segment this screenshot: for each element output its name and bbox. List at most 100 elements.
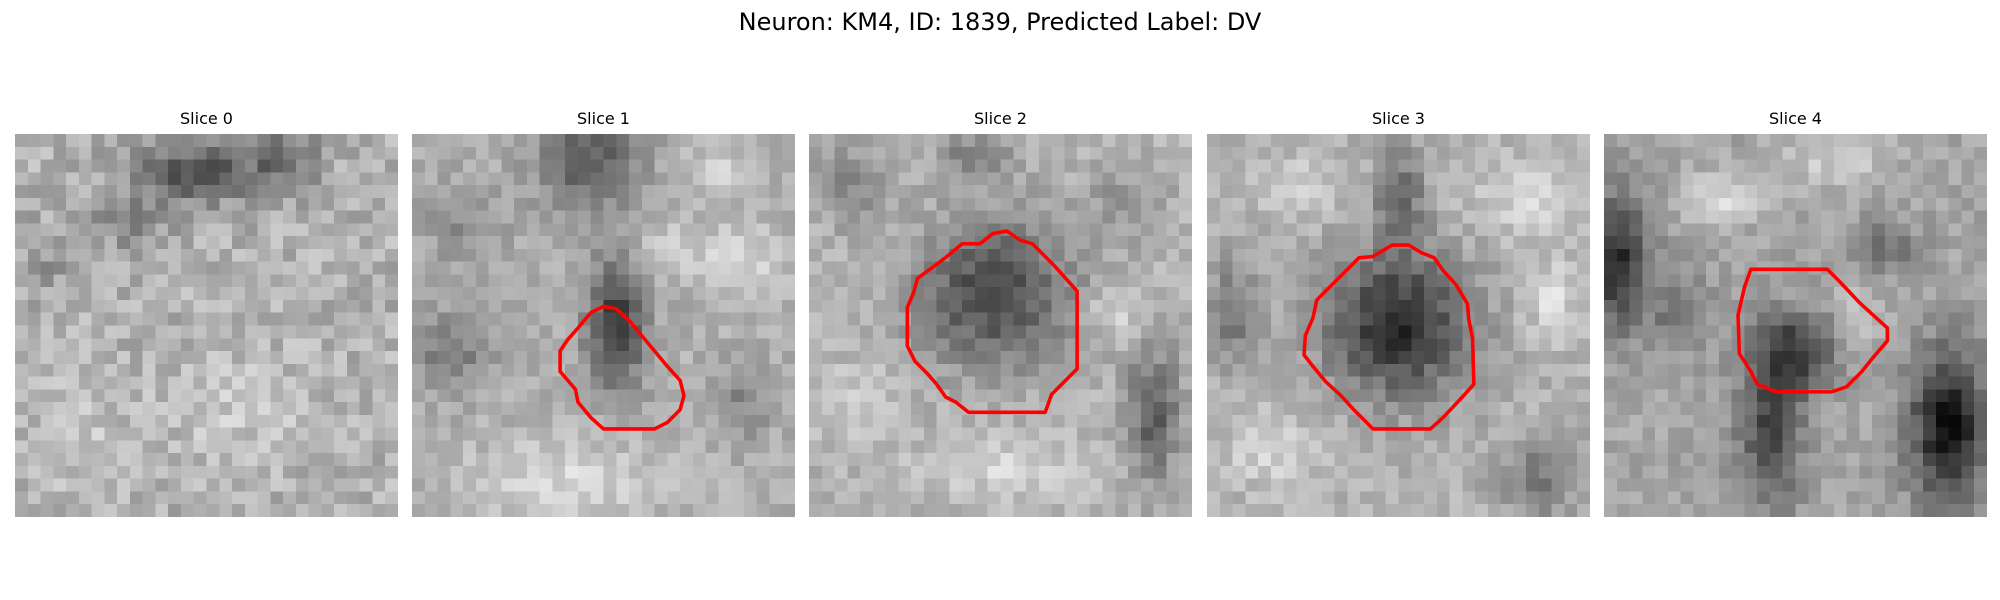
pixel — [1245, 172, 1258, 185]
pixel — [1898, 274, 1911, 287]
pixel — [1233, 326, 1246, 339]
pixel — [1539, 491, 1552, 504]
pixel — [450, 338, 463, 351]
pixel — [1604, 377, 1617, 390]
pixel — [1271, 504, 1284, 517]
pixel — [1949, 402, 1962, 415]
pixel — [540, 300, 553, 313]
pixel — [514, 440, 527, 453]
pixel — [1399, 223, 1412, 236]
pixel — [988, 274, 1001, 287]
pixel — [1693, 453, 1706, 466]
pixel — [476, 185, 489, 198]
pixel — [898, 236, 911, 249]
pixel — [1077, 402, 1090, 415]
pixel — [1462, 402, 1475, 415]
pixel — [1258, 491, 1271, 504]
pixel — [835, 300, 848, 313]
pixel — [1475, 185, 1488, 198]
pixel — [898, 389, 911, 402]
pixel — [847, 198, 860, 211]
pixel — [1013, 300, 1026, 313]
pixel — [667, 236, 680, 249]
pixel — [667, 351, 680, 364]
pixel — [527, 428, 540, 441]
pixel — [873, 249, 886, 262]
pixel — [1706, 504, 1719, 517]
pixel — [1258, 185, 1271, 198]
pixel — [1847, 262, 1860, 275]
pixel — [1847, 428, 1860, 441]
pixel — [1373, 185, 1386, 198]
pixel — [1513, 223, 1526, 236]
pixel — [1604, 428, 1617, 441]
pixel — [1373, 326, 1386, 339]
pixel — [1296, 364, 1309, 377]
pixel — [1373, 274, 1386, 287]
pixel — [809, 274, 822, 287]
pixel — [860, 466, 873, 479]
pixel — [1271, 198, 1284, 211]
pixel — [104, 185, 117, 198]
pixel — [1245, 479, 1258, 492]
pixel — [1617, 389, 1630, 402]
pixel — [1052, 326, 1065, 339]
pixel — [1961, 274, 1974, 287]
pixel — [769, 351, 782, 364]
pixel — [1284, 402, 1297, 415]
pixel — [809, 338, 822, 351]
pixel — [1808, 364, 1821, 377]
pixel — [937, 479, 950, 492]
pixel — [1770, 287, 1783, 300]
pixel — [143, 466, 156, 479]
pixel — [860, 249, 873, 262]
pixel — [1693, 223, 1706, 236]
pixel — [347, 466, 360, 479]
pixel — [1360, 287, 1373, 300]
pixel — [1642, 479, 1655, 492]
pixel — [372, 491, 385, 504]
pixel — [1617, 491, 1630, 504]
pixel — [1360, 479, 1373, 492]
pixel — [1693, 262, 1706, 275]
pixel — [1103, 428, 1116, 441]
pixel — [450, 160, 463, 173]
pixel — [1693, 172, 1706, 185]
pixel — [1706, 326, 1719, 339]
pixel — [1284, 466, 1297, 479]
pixel — [412, 402, 425, 415]
pixel — [731, 160, 744, 173]
pixel — [1961, 338, 1974, 351]
pixel — [1271, 300, 1284, 313]
pixel — [886, 198, 899, 211]
pixel — [143, 300, 156, 313]
pixel — [1910, 249, 1923, 262]
pixel — [1642, 198, 1655, 211]
pixel — [438, 262, 451, 275]
pixel — [1450, 338, 1463, 351]
pixel — [258, 147, 271, 160]
pixel — [1064, 262, 1077, 275]
pixel — [1411, 466, 1424, 479]
pixel — [1552, 364, 1565, 377]
pixel — [1103, 364, 1116, 377]
pixel — [245, 236, 258, 249]
pixel — [706, 440, 719, 453]
pixel — [309, 428, 322, 441]
pixel — [949, 262, 962, 275]
pixel — [130, 211, 143, 224]
pixel — [1808, 402, 1821, 415]
pixel — [181, 236, 194, 249]
pixel — [514, 249, 527, 262]
pixel — [1783, 364, 1796, 377]
pixel — [655, 211, 668, 224]
pixel — [1898, 287, 1911, 300]
pixel — [988, 313, 1001, 326]
pixel — [1128, 491, 1141, 504]
pixel — [347, 262, 360, 275]
pixel — [1668, 211, 1681, 224]
pixel — [372, 479, 385, 492]
pixel — [425, 211, 438, 224]
pixel — [1552, 262, 1565, 275]
pixel — [1859, 287, 1872, 300]
